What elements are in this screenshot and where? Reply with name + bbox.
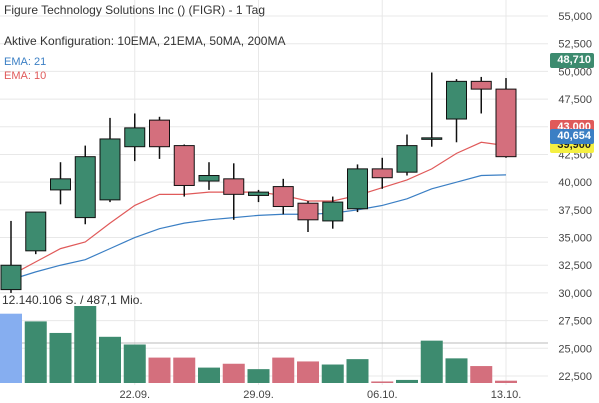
y-tick-label: 40,000: [558, 177, 592, 189]
y-tick-label: 22,500: [558, 371, 592, 383]
x-tick-label: 29.09.: [243, 389, 274, 401]
y-tick-label: 30,000: [558, 288, 592, 300]
volume-bar: [173, 357, 196, 383]
y-tick-label: 37,500: [558, 205, 592, 217]
volume-bar: [123, 344, 146, 383]
y-tick-label: 47,500: [558, 94, 592, 106]
candle-body: [347, 168, 368, 210]
candle-body: [173, 145, 195, 186]
y-tick-label: 25,000: [558, 343, 592, 355]
candle-body: [297, 202, 319, 221]
candle-body: [421, 137, 443, 140]
volume-bar: [470, 366, 493, 383]
ema21-legend-text: EMA: 21: [4, 56, 47, 68]
volume-bar: [297, 361, 319, 383]
chart-title: Figure Technology Solutions Inc () (FIGR…: [4, 3, 265, 17]
candle-body: [396, 145, 418, 173]
volume-bar: [24, 321, 47, 383]
y-tick-label: 32,500: [558, 260, 592, 272]
ema21-line: [10, 174, 507, 281]
candle-body: [272, 186, 294, 208]
candle-body: [495, 88, 517, 158]
volume-bar: [247, 369, 270, 383]
candle-body: [198, 175, 220, 182]
y-tick-label: 52,500: [558, 39, 592, 51]
x-tick-label: 22.09.: [119, 389, 150, 401]
candle-body: [0, 264, 22, 291]
candle-body: [99, 138, 121, 201]
volume-bar: [495, 380, 517, 383]
volume-bar: [49, 332, 72, 383]
x-tick-label: 13.10.: [491, 389, 522, 401]
volume-bar: [445, 358, 468, 383]
volume-bar: [396, 379, 418, 383]
volume-bar: [420, 340, 443, 383]
volume-bar: [0, 313, 22, 383]
candle-body: [322, 201, 344, 222]
volume-bar: [74, 306, 97, 383]
ema10-legend-text: EMA: 10: [4, 70, 47, 82]
last-price-tag: 48,710: [550, 53, 594, 68]
volume-bar: [272, 357, 295, 383]
candle-body: [446, 80, 467, 120]
y-tick-label: 27,500: [558, 316, 592, 328]
volume-bar: [321, 364, 344, 383]
candle-body: [50, 178, 71, 191]
volume-bar: [99, 336, 121, 383]
y-tick-label: 50,000: [558, 66, 592, 78]
candle-body: [371, 168, 393, 179]
volume-bar: [346, 359, 369, 383]
y-tick-label: 35,000: [558, 233, 592, 245]
candle-body: [470, 80, 492, 90]
candle-body: [149, 119, 170, 148]
volume-bar: [148, 357, 171, 383]
volume-bar: [222, 363, 245, 383]
candle-body: [223, 178, 245, 195]
config-label: Aktive Konfiguration: 10EMA, 21EMA, 50MA…: [4, 34, 286, 48]
volume-bar: [371, 381, 394, 383]
ema21-price-tag: 40,654: [550, 129, 594, 144]
candle-body: [25, 211, 47, 252]
candle-body: [124, 127, 146, 148]
x-tick-label: 06.10.: [367, 389, 398, 401]
y-tick-label: 55,000: [558, 11, 592, 23]
volume-bar: [198, 367, 220, 383]
ema10-legend: EMA: 10: [4, 70, 46, 82]
volume-label: 12.140.106 S. / 487,1 Mio.: [2, 293, 143, 307]
candle-body: [74, 156, 96, 219]
candle-body: [248, 191, 269, 196]
ema21-legend: EMA: 21: [4, 56, 46, 68]
